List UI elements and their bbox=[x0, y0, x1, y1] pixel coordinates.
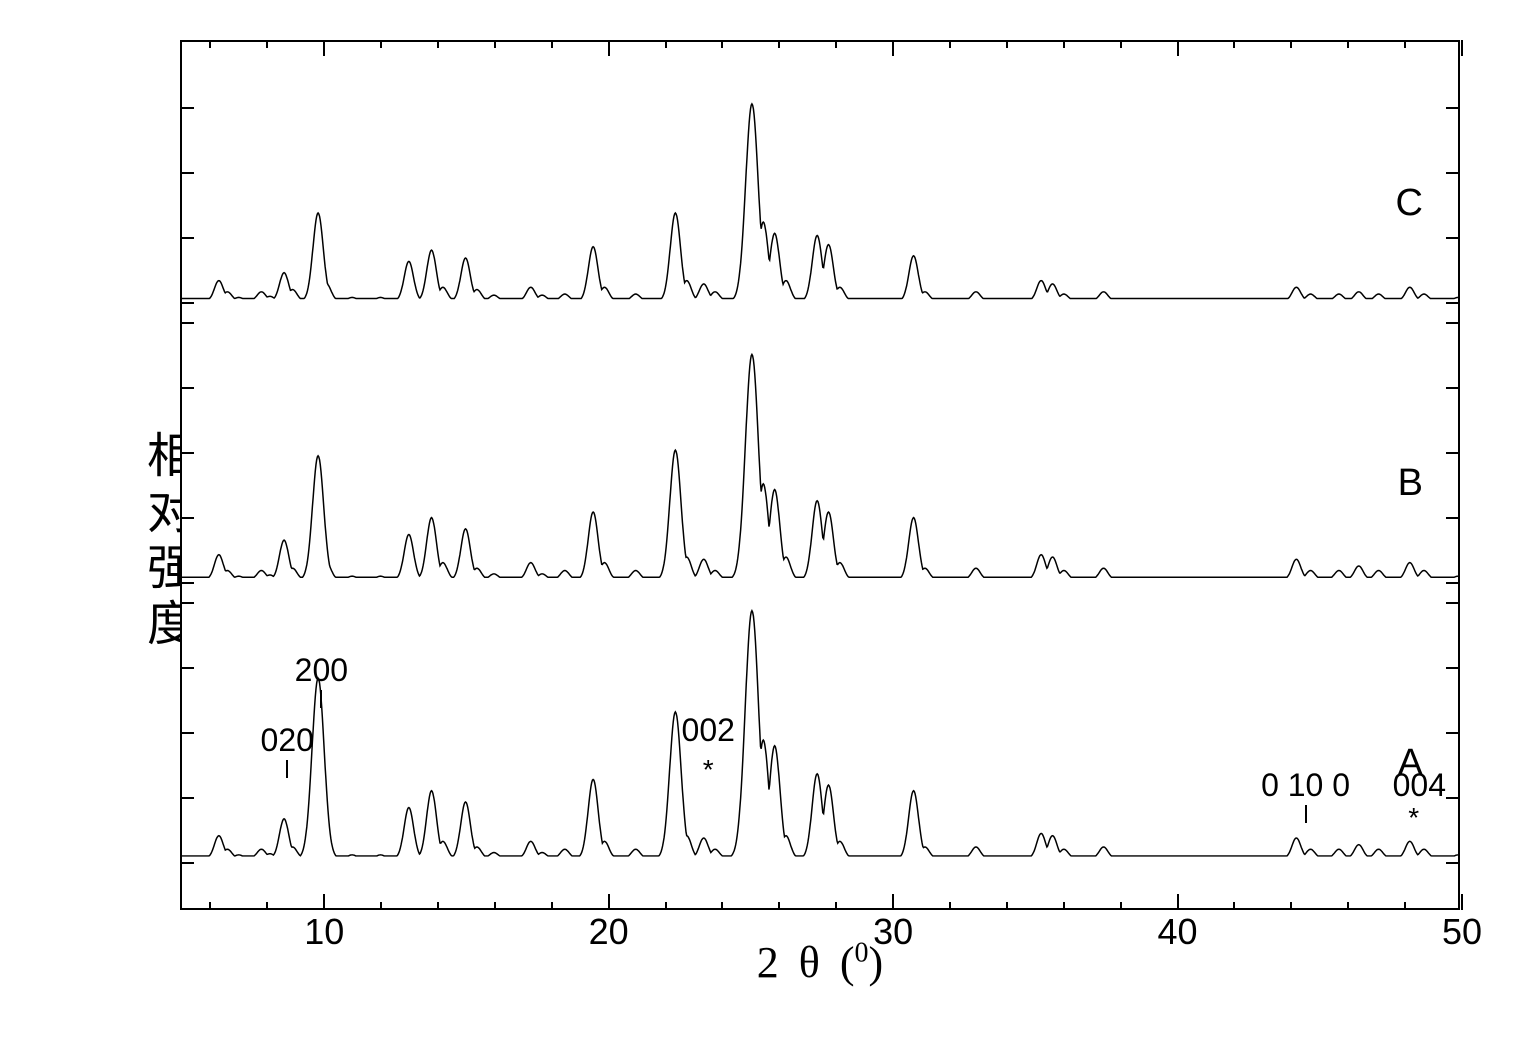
x-tick-major bbox=[892, 894, 894, 910]
x-label-paren-open: ( bbox=[840, 938, 855, 987]
xrd-series-C bbox=[182, 104, 1458, 299]
x-tick-minor bbox=[1006, 902, 1008, 910]
x-tick-major bbox=[1177, 894, 1179, 910]
peak-label: * bbox=[1408, 802, 1419, 834]
x-tick-minor-top bbox=[266, 40, 268, 48]
y-tick bbox=[180, 302, 194, 304]
x-label-paren-close: ) bbox=[869, 938, 884, 987]
x-tick-minor-top bbox=[778, 40, 780, 48]
x-tick-minor bbox=[1347, 902, 1349, 910]
peak-tick bbox=[286, 760, 288, 778]
y-tick bbox=[180, 517, 194, 519]
y-tick bbox=[180, 452, 194, 454]
x-tick-minor-top bbox=[1290, 40, 1292, 48]
y-tick-right bbox=[1446, 582, 1460, 584]
x-tick-minor-top bbox=[721, 40, 723, 48]
y-tick-right bbox=[1446, 322, 1460, 324]
series-label-C: C bbox=[1396, 182, 1423, 225]
x-tick-minor bbox=[266, 902, 268, 910]
y-tick-right bbox=[1446, 387, 1460, 389]
x-tick-minor bbox=[209, 902, 211, 910]
y-tick-right bbox=[1446, 602, 1460, 604]
peak-tick bbox=[320, 690, 322, 708]
x-tick-minor-top bbox=[835, 40, 837, 48]
x-tick-major bbox=[323, 894, 325, 910]
y-tick bbox=[180, 387, 194, 389]
y-tick bbox=[180, 667, 194, 669]
x-tick-minor bbox=[1233, 902, 1235, 910]
y-tick bbox=[180, 237, 194, 239]
x-tick-minor-top bbox=[1063, 40, 1065, 48]
y-tick-right bbox=[1446, 797, 1460, 799]
x-label-two: 2 bbox=[757, 938, 779, 987]
x-tick-minor bbox=[1063, 902, 1065, 910]
y-tick bbox=[180, 797, 194, 799]
peak-label: 200 bbox=[295, 652, 348, 689]
x-tick-minor bbox=[380, 902, 382, 910]
x-tick-minor-top bbox=[551, 40, 553, 48]
x-tick-minor-top bbox=[494, 40, 496, 48]
x-label-deg: 0 bbox=[855, 937, 869, 968]
y-tick-right bbox=[1446, 732, 1460, 734]
x-tick-minor-top bbox=[380, 40, 382, 48]
y-tick bbox=[180, 172, 194, 174]
x-tick-minor bbox=[665, 902, 667, 910]
x-tick-minor bbox=[437, 902, 439, 910]
x-tick-minor-top bbox=[665, 40, 667, 48]
y-tick-right bbox=[1446, 302, 1460, 304]
y-tick bbox=[180, 582, 194, 584]
y-tick bbox=[180, 322, 194, 324]
x-tick-minor-top bbox=[1347, 40, 1349, 48]
x-tick-minor-top bbox=[1233, 40, 1235, 48]
x-tick-minor-top bbox=[209, 40, 211, 48]
peak-label: 0 10 0 bbox=[1261, 767, 1350, 804]
x-tick-major-top bbox=[608, 40, 610, 56]
peak-tick bbox=[1305, 805, 1307, 823]
y-tick bbox=[180, 602, 194, 604]
x-label-theta: θ bbox=[799, 938, 820, 987]
x-tick-minor bbox=[1290, 902, 1292, 910]
y-tick-right bbox=[1446, 107, 1460, 109]
x-tick-major-top bbox=[1461, 40, 1463, 56]
x-tick-minor bbox=[494, 902, 496, 910]
x-tick-minor bbox=[721, 902, 723, 910]
y-tick-right bbox=[1446, 517, 1460, 519]
peak-label: 020 bbox=[261, 722, 314, 759]
series-label-B: B bbox=[1398, 462, 1423, 505]
x-tick-minor-top bbox=[437, 40, 439, 48]
y-tick-right bbox=[1446, 237, 1460, 239]
xrd-series-A bbox=[182, 611, 1458, 856]
x-tick-minor bbox=[778, 902, 780, 910]
x-tick-minor bbox=[1404, 902, 1406, 910]
y-tick bbox=[180, 732, 194, 734]
x-tick-minor bbox=[835, 902, 837, 910]
y-tick-right bbox=[1446, 172, 1460, 174]
x-tick-major-top bbox=[892, 40, 894, 56]
xrd-chart: 相对强度 1020304050A020200002*0 10 0004*BC2θ… bbox=[110, 30, 1480, 970]
x-tick-minor bbox=[1120, 902, 1122, 910]
y-tick-right bbox=[1446, 862, 1460, 864]
y-tick-right bbox=[1446, 667, 1460, 669]
x-tick-minor-top bbox=[1006, 40, 1008, 48]
y-tick bbox=[180, 107, 194, 109]
plot-area: 1020304050A020200002*0 10 0004*BC2θ(0) bbox=[180, 40, 1460, 910]
x-tick-major bbox=[608, 894, 610, 910]
x-tick-minor-top bbox=[1120, 40, 1122, 48]
y-tick bbox=[180, 862, 194, 864]
x-tick-minor-top bbox=[949, 40, 951, 48]
peak-label: 002 bbox=[682, 712, 735, 749]
peak-label: 004 bbox=[1393, 767, 1446, 804]
x-tick-major bbox=[1461, 894, 1463, 910]
x-tick-minor bbox=[551, 902, 553, 910]
xrd-series-B bbox=[182, 354, 1458, 577]
x-axis-label: 2θ (0) bbox=[182, 937, 1458, 988]
x-tick-major-top bbox=[323, 40, 325, 56]
x-tick-minor bbox=[949, 902, 951, 910]
y-tick-right bbox=[1446, 452, 1460, 454]
x-tick-minor-top bbox=[1404, 40, 1406, 48]
peak-label: * bbox=[703, 754, 714, 786]
x-tick-major-top bbox=[1177, 40, 1179, 56]
